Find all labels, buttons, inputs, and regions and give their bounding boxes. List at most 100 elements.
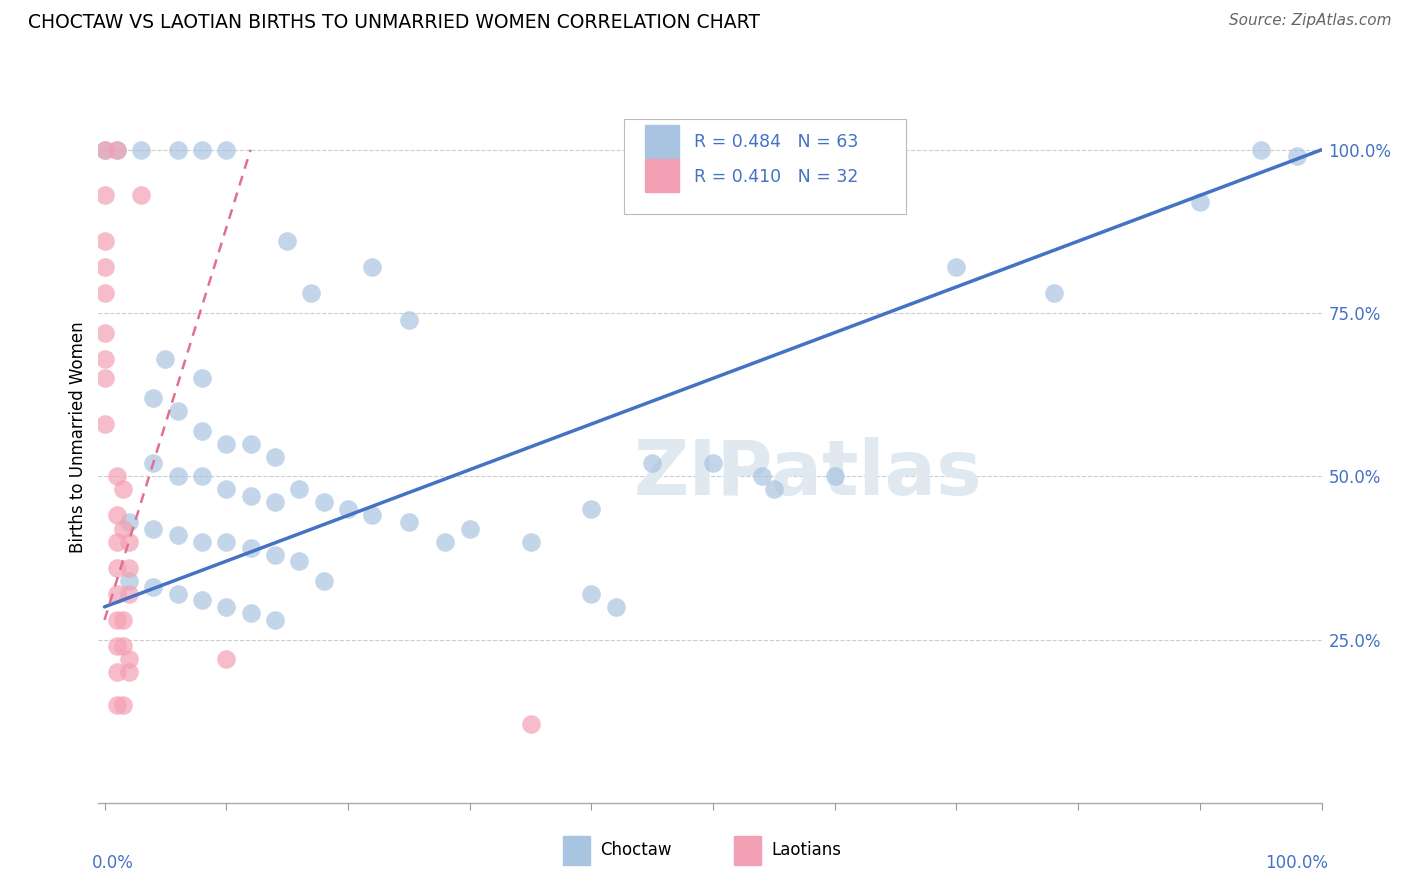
Text: R = 0.484   N = 63: R = 0.484 N = 63 xyxy=(695,133,859,152)
Point xyxy=(299,286,322,301)
Point xyxy=(93,417,115,431)
Point xyxy=(264,495,287,509)
Point xyxy=(191,371,214,385)
Point xyxy=(129,143,152,157)
Point xyxy=(118,652,141,666)
Point xyxy=(155,351,177,366)
Text: Source: ZipAtlas.com: Source: ZipAtlas.com xyxy=(1229,13,1392,29)
Point xyxy=(702,456,724,470)
Point xyxy=(336,502,359,516)
Point xyxy=(142,456,165,470)
Text: R = 0.410   N = 32: R = 0.410 N = 32 xyxy=(695,168,859,186)
Point xyxy=(239,436,262,450)
Point xyxy=(215,534,238,549)
Point xyxy=(105,665,128,680)
Point xyxy=(105,560,128,574)
Point xyxy=(105,508,128,523)
Y-axis label: Births to Unmarried Women: Births to Unmarried Women xyxy=(69,321,87,553)
Point xyxy=(118,515,141,529)
Point xyxy=(215,483,238,497)
Point xyxy=(288,554,311,568)
Point xyxy=(434,534,457,549)
Point xyxy=(605,599,627,614)
Point xyxy=(361,260,384,275)
Point xyxy=(239,607,262,621)
Point xyxy=(239,489,262,503)
Text: CHOCTAW VS LAOTIAN BIRTHS TO UNMARRIED WOMEN CORRELATION CHART: CHOCTAW VS LAOTIAN BIRTHS TO UNMARRIED W… xyxy=(28,13,761,32)
Point xyxy=(215,652,238,666)
Point xyxy=(166,143,188,157)
Bar xyxy=(564,836,591,865)
Point xyxy=(312,495,335,509)
Point xyxy=(105,469,128,483)
Point xyxy=(118,665,141,680)
Point xyxy=(762,483,785,497)
Point xyxy=(215,436,238,450)
Point xyxy=(105,143,128,157)
Point xyxy=(519,717,541,731)
FancyBboxPatch shape xyxy=(624,119,905,214)
Point xyxy=(93,143,115,157)
Point xyxy=(398,312,420,326)
Point xyxy=(105,698,128,712)
Point xyxy=(581,502,603,516)
Point xyxy=(93,234,115,248)
Point xyxy=(118,560,141,574)
Text: ZIPatlas: ZIPatlas xyxy=(634,437,983,510)
Point xyxy=(945,260,967,275)
Point xyxy=(191,469,214,483)
Point xyxy=(1286,149,1309,163)
Point xyxy=(166,528,188,542)
Bar xyxy=(645,159,679,192)
Point xyxy=(519,534,541,549)
Point xyxy=(105,639,128,653)
Point xyxy=(458,521,481,535)
Point xyxy=(129,188,152,202)
Text: Laotians: Laotians xyxy=(772,841,841,860)
Point xyxy=(191,424,214,438)
Point xyxy=(142,521,165,535)
Point xyxy=(1188,194,1211,209)
Point xyxy=(111,698,134,712)
Point xyxy=(142,391,165,405)
Point xyxy=(361,508,384,523)
Text: 0.0%: 0.0% xyxy=(93,854,134,872)
Point xyxy=(264,450,287,464)
Bar xyxy=(645,125,679,158)
Point xyxy=(93,351,115,366)
Point xyxy=(166,587,188,601)
Point xyxy=(93,286,115,301)
Point xyxy=(93,188,115,202)
Point xyxy=(118,574,141,588)
Point xyxy=(215,599,238,614)
Point xyxy=(1250,143,1272,157)
Point xyxy=(105,613,128,627)
Point xyxy=(264,548,287,562)
Bar xyxy=(734,836,762,865)
Point xyxy=(264,613,287,627)
Text: 100.0%: 100.0% xyxy=(1265,854,1327,872)
Point xyxy=(581,587,603,601)
Point xyxy=(312,574,335,588)
Point xyxy=(118,587,141,601)
Point xyxy=(166,404,188,418)
Point xyxy=(111,521,134,535)
Point xyxy=(824,469,846,483)
Point xyxy=(1043,286,1066,301)
Point xyxy=(105,534,128,549)
Point xyxy=(111,613,134,627)
Point xyxy=(239,541,262,555)
Point xyxy=(93,260,115,275)
Point xyxy=(93,143,115,157)
Point xyxy=(118,534,141,549)
Text: Choctaw: Choctaw xyxy=(600,841,672,860)
Point xyxy=(93,371,115,385)
Point xyxy=(215,143,238,157)
Point xyxy=(93,326,115,340)
Point xyxy=(398,515,420,529)
Point xyxy=(191,143,214,157)
Point xyxy=(111,639,134,653)
Point xyxy=(142,580,165,594)
Point xyxy=(105,587,128,601)
Point xyxy=(191,593,214,607)
